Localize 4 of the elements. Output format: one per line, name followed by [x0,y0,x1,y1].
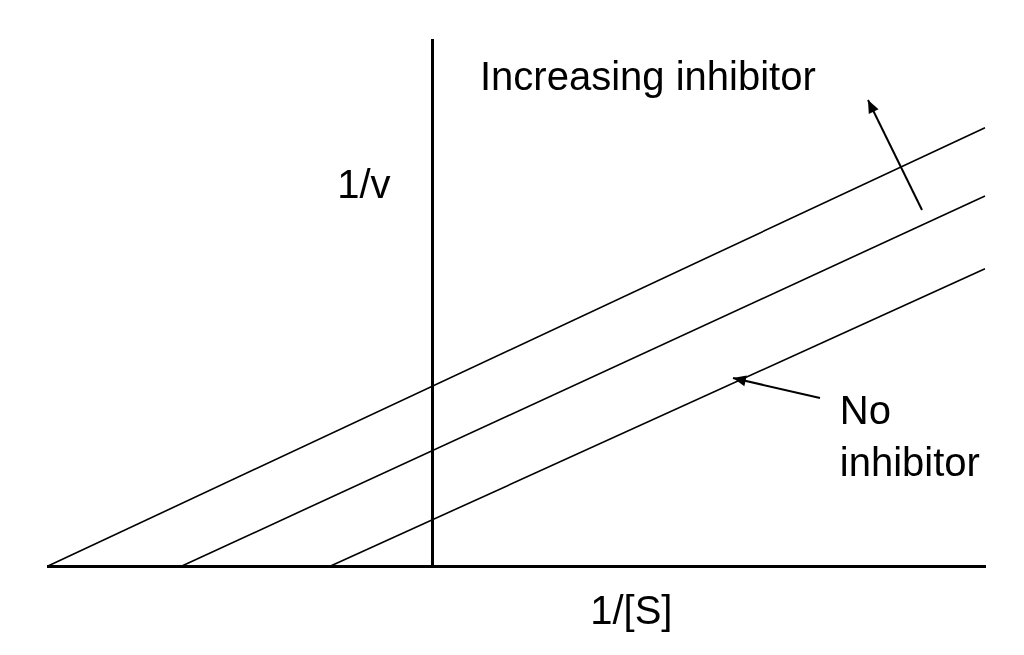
legend-label: No inhibitor [839,387,981,487]
x-axis-title: 1/[S] [590,587,673,634]
text: Increasing inhibitor [480,53,816,100]
y-axis-title: 1/v [337,161,391,208]
